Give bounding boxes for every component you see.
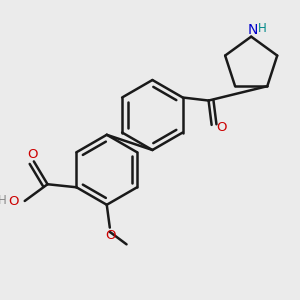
Text: H: H (0, 194, 7, 207)
Text: O: O (8, 195, 18, 208)
Text: O: O (105, 229, 116, 242)
Text: O: O (27, 148, 37, 161)
Text: O: O (216, 121, 226, 134)
Text: H: H (258, 22, 267, 34)
Text: N: N (248, 23, 258, 37)
